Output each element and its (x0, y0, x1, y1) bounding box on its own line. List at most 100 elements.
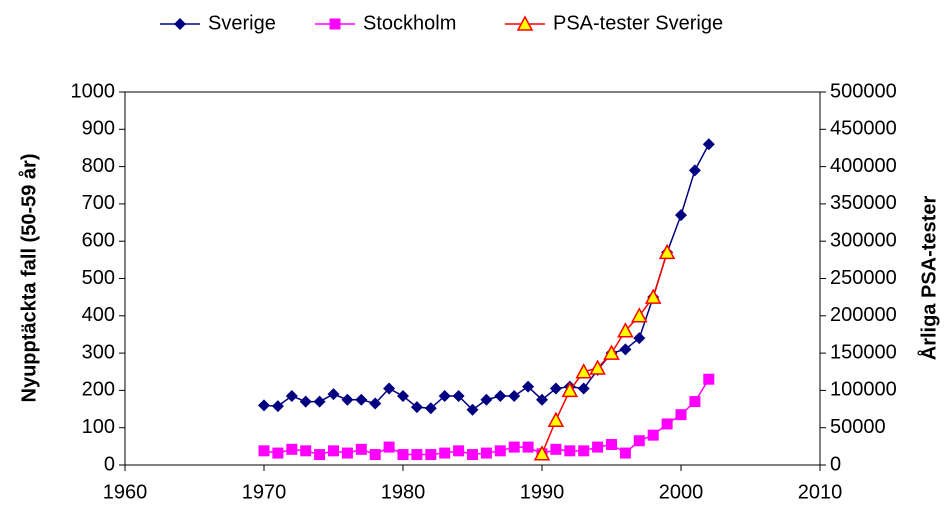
point (300, 445, 312, 457)
y-tick-label: 500 (82, 267, 115, 289)
point (466, 403, 479, 416)
point (578, 445, 590, 457)
y-tick-label: 400 (82, 304, 115, 326)
point (550, 443, 562, 455)
y2-tick-label: 350000 (830, 192, 897, 214)
point (299, 395, 312, 408)
legend-label: Sverige (208, 12, 276, 34)
y2-tick-label: 500000 (830, 80, 897, 102)
point (424, 402, 437, 415)
point (575, 363, 592, 379)
x-tick-label: 1960 (103, 481, 148, 503)
point (341, 447, 353, 459)
point (327, 388, 340, 401)
point (688, 164, 701, 177)
point (619, 447, 631, 459)
point (661, 418, 673, 430)
point (561, 381, 579, 398)
point (480, 447, 492, 459)
point (617, 322, 634, 338)
point (508, 441, 520, 453)
y2-tick-label: 100000 (830, 379, 897, 401)
x-tick-label: 1970 (242, 481, 287, 503)
y-tick-label: 200 (82, 379, 115, 401)
point (633, 332, 646, 345)
point (453, 445, 465, 457)
y-tick-label: 1000 (71, 80, 116, 102)
point (522, 441, 534, 453)
y-tick-label: 100 (82, 416, 115, 438)
point (410, 401, 423, 414)
legend-label: PSA-tester Sverige (553, 12, 723, 34)
point (675, 209, 687, 222)
y2-tick-label: 400000 (830, 155, 897, 177)
point (438, 389, 451, 402)
y-tick-label: 300 (82, 341, 115, 363)
point (369, 449, 381, 461)
point (631, 307, 648, 323)
x-tick-label: 2010 (798, 481, 843, 503)
point (592, 441, 604, 453)
point (397, 389, 409, 402)
point (494, 389, 507, 402)
point (271, 400, 284, 413)
point (564, 445, 576, 457)
y2-tick-label: 200000 (830, 304, 897, 326)
series-line (263, 143, 710, 411)
point (533, 445, 551, 461)
legend-marker (516, 15, 534, 31)
point (258, 445, 270, 457)
point (355, 393, 368, 406)
x-tick-label: 2000 (659, 481, 704, 503)
legend-marker (329, 18, 341, 30)
x-tick-label: 1990 (520, 481, 565, 503)
point (702, 138, 715, 151)
y2-tick-label: 150000 (830, 341, 897, 363)
point (369, 397, 382, 410)
point (522, 380, 535, 393)
y-tick-label: 800 (82, 155, 115, 177)
legend-label: Stockholm (363, 12, 456, 34)
point (536, 393, 548, 406)
point (675, 409, 687, 421)
y-tick-label: 0 (104, 453, 115, 475)
point (647, 429, 659, 441)
y2-axis-title: Årliga PSA-tester (916, 196, 940, 361)
point (547, 411, 565, 427)
point (689, 396, 701, 408)
point (480, 393, 493, 406)
point (397, 449, 409, 461)
point (383, 382, 396, 395)
point (383, 441, 395, 453)
point (285, 389, 298, 402)
y-tick-label: 600 (82, 229, 115, 251)
point (314, 449, 326, 461)
y-axis-title: Nyupptäckta fall (50-59 år) (17, 154, 40, 403)
y-tick-label: 900 (82, 118, 115, 140)
point (619, 343, 632, 356)
point (589, 359, 606, 375)
point (508, 389, 521, 402)
point (467, 449, 478, 461)
legend-marker (174, 18, 186, 30)
point (286, 443, 298, 455)
point (549, 382, 562, 395)
point (577, 382, 590, 395)
series-line (541, 252, 668, 455)
point (494, 445, 506, 457)
point (313, 395, 326, 408)
point (606, 438, 617, 450)
point (258, 399, 270, 412)
point (439, 447, 451, 459)
y2-tick-label: 50000 (830, 416, 886, 438)
point (272, 447, 284, 459)
y2-tick-label: 300000 (830, 229, 897, 251)
point (425, 449, 437, 461)
point (452, 389, 465, 402)
point (603, 344, 620, 360)
y2-tick-label: 450000 (830, 118, 897, 140)
y2-tick-label: 250000 (830, 267, 897, 289)
point (355, 443, 367, 455)
